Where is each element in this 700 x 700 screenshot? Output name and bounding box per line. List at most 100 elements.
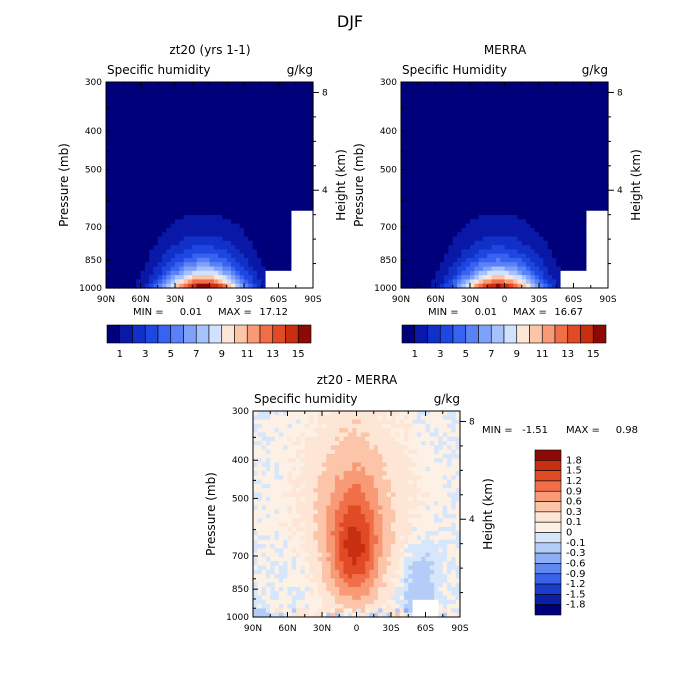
field-cell — [603, 275, 609, 281]
field-cell — [218, 270, 224, 276]
field-cell — [526, 227, 531, 233]
field-cell — [399, 415, 405, 421]
field-cell — [110, 223, 116, 229]
field-cell — [465, 257, 471, 263]
field-cell — [192, 262, 198, 268]
field-cell — [200, 270, 206, 276]
field-cell — [495, 159, 501, 165]
field-cell — [110, 206, 116, 212]
field-cell — [426, 90, 432, 96]
field-cell — [157, 86, 163, 92]
field-cell — [521, 232, 527, 238]
field-cell — [175, 90, 180, 96]
field-cell — [149, 90, 155, 96]
field-cell — [274, 249, 280, 255]
field-cell — [300, 82, 305, 87]
field-cell — [457, 227, 462, 233]
field-cell — [179, 279, 185, 285]
field-cell — [482, 163, 488, 169]
field-cell — [495, 107, 501, 113]
field-cell — [248, 163, 254, 169]
field-cell — [431, 202, 437, 208]
field-cell — [118, 124, 124, 130]
field-cell — [144, 137, 150, 143]
field-cell — [470, 215, 475, 220]
field-cell — [495, 163, 501, 169]
field-cell — [118, 279, 124, 285]
field-cell — [205, 112, 211, 117]
field-cell — [401, 227, 406, 233]
field-cell — [586, 253, 592, 259]
field-cell — [577, 215, 583, 220]
field-cell — [304, 257, 310, 263]
field-cell — [192, 120, 198, 126]
field-cell — [106, 167, 111, 173]
colorbar-box — [234, 324, 248, 344]
field-cell — [547, 163, 553, 169]
field-cell — [452, 172, 458, 178]
field-cell — [521, 240, 527, 246]
field-cell — [599, 94, 605, 100]
field-cell — [413, 133, 419, 139]
field-cell — [530, 227, 536, 233]
field-cell — [599, 146, 605, 152]
field-cell — [136, 270, 142, 276]
field-cell — [595, 99, 600, 105]
field-cell — [582, 112, 588, 117]
field-cell — [513, 249, 519, 255]
field-cell — [287, 245, 293, 250]
field-cell — [239, 206, 245, 212]
field-cell — [603, 94, 609, 100]
field-cell — [508, 202, 514, 208]
field-cell — [136, 103, 142, 109]
field-cell — [222, 120, 228, 126]
field-cell — [196, 189, 202, 195]
field-cell — [356, 423, 362, 429]
field-cell — [495, 236, 501, 242]
field-cell — [457, 120, 462, 126]
field-cell — [517, 206, 523, 212]
field-cell — [308, 137, 314, 143]
field-cell — [106, 262, 111, 268]
field-cell — [226, 159, 232, 165]
field-cell — [431, 240, 437, 246]
field-cell — [421, 419, 427, 425]
field-cell — [291, 240, 297, 246]
field-cell — [573, 133, 579, 139]
field-cell — [444, 236, 450, 242]
field-cell — [573, 189, 579, 195]
field-cell — [365, 411, 371, 416]
field-cell — [504, 82, 510, 87]
field-cell — [222, 112, 228, 117]
field-cell — [491, 176, 497, 182]
field-cell — [118, 86, 124, 92]
field-cell — [218, 133, 224, 139]
field-cell — [435, 197, 441, 203]
field-cell — [187, 197, 193, 203]
field-cell — [582, 82, 588, 87]
field-cell — [205, 176, 211, 182]
field-cell — [282, 86, 288, 92]
field-cell — [530, 262, 536, 268]
field-cell — [534, 176, 540, 182]
field-cell — [149, 163, 155, 169]
field-cell — [265, 202, 271, 208]
field-cell — [444, 103, 450, 109]
field-cell — [308, 279, 314, 285]
field-cell — [256, 99, 262, 105]
field-cell — [405, 223, 411, 229]
field-cell — [157, 262, 163, 268]
field-cell — [308, 129, 314, 135]
field-cell — [457, 279, 462, 285]
field-cell — [200, 172, 206, 178]
field-cell — [513, 193, 519, 199]
field-cell — [573, 193, 579, 199]
field-cell — [140, 236, 146, 242]
field-cell — [543, 146, 549, 152]
field-cell — [444, 257, 450, 263]
field-cell — [582, 103, 588, 109]
field-cell — [196, 159, 202, 165]
field-cell — [564, 227, 570, 233]
field-cell — [556, 232, 562, 238]
field-cell — [577, 86, 583, 92]
